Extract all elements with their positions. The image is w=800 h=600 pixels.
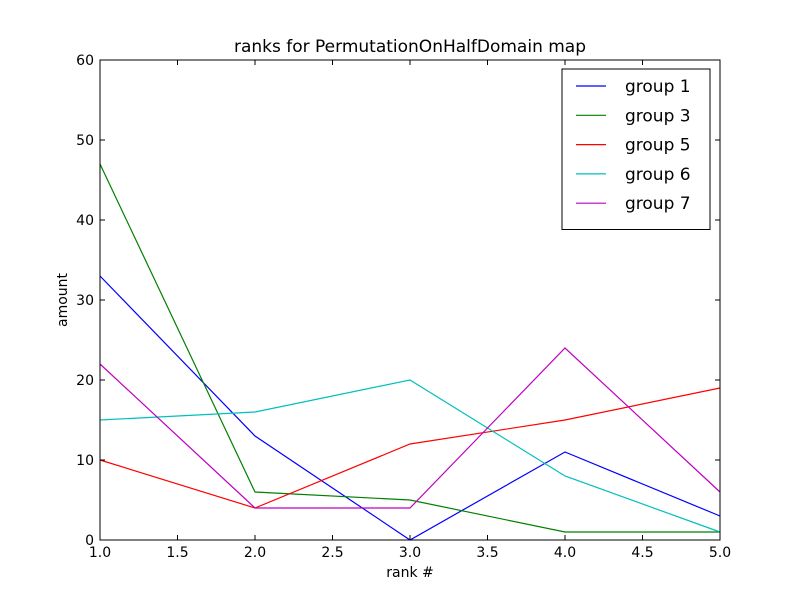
chart-title: ranks for PermutationOnHalfDomain map bbox=[234, 37, 586, 57]
x-axis-label: rank # bbox=[386, 565, 434, 581]
legend-label-5: group 7 bbox=[625, 194, 691, 214]
y-axis: 0 10 20 30 40 50 60 bbox=[76, 53, 720, 549]
y-tick-label: 0 bbox=[85, 533, 94, 549]
y-tick-label: 20 bbox=[76, 373, 94, 389]
x-tick-label: 3.0 bbox=[399, 545, 421, 561]
x-tick-label: 4.5 bbox=[631, 545, 653, 561]
legend-label-2: group 3 bbox=[625, 106, 691, 126]
x-tick-label: 1.0 bbox=[89, 545, 111, 561]
x-tick-label: 2.0 bbox=[244, 545, 266, 561]
legend: group 1 group 3 group 5 group 6 group 7 bbox=[561, 68, 711, 230]
series-line-5 bbox=[99, 347, 721, 509]
x-tick-label: 1.5 bbox=[166, 545, 188, 561]
x-tick-label: 5.0 bbox=[709, 545, 731, 561]
series-line-3 bbox=[99, 387, 721, 509]
series-line-4 bbox=[99, 379, 721, 533]
y-tick-label: 40 bbox=[76, 213, 94, 229]
y-tick-label: 50 bbox=[76, 133, 94, 149]
y-axis-label: amount bbox=[55, 272, 71, 327]
x-tick-label: 2.5 bbox=[321, 545, 343, 561]
legend-label-3: group 5 bbox=[625, 136, 691, 156]
x-tick-label: 4.0 bbox=[554, 545, 576, 561]
legend-label-4: group 6 bbox=[625, 165, 691, 185]
x-tick-label: 3.5 bbox=[476, 545, 498, 561]
series-line-2 bbox=[99, 163, 720, 533]
y-tick-label: 60 bbox=[76, 53, 94, 69]
y-tick-label: 30 bbox=[76, 293, 94, 309]
y-tick-label: 10 bbox=[76, 453, 94, 469]
x-axis: 1.0 1.5 2.0 2.5 3.0 3.5 4.0 4.5 5.0 bbox=[89, 60, 731, 561]
legend-label-1: group 1 bbox=[625, 77, 691, 97]
